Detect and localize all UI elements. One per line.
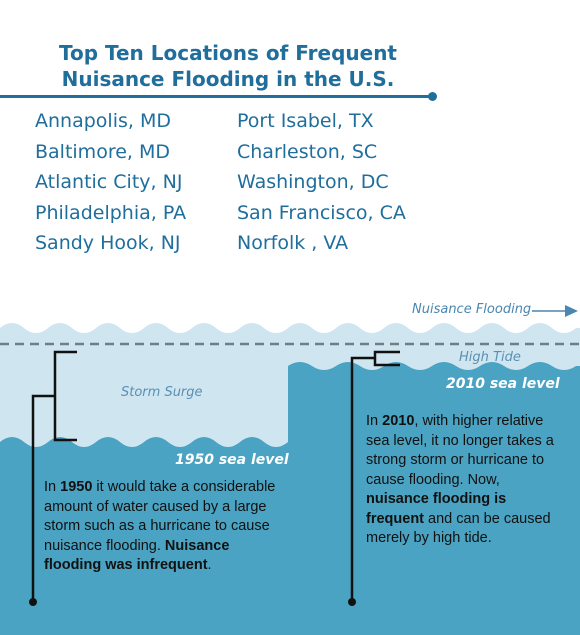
location-item: San Francisco, CA [237,201,406,224]
location-item: Sandy Hook, NJ [35,232,181,254]
title-line-2: Nuisance Flooding in the U.S. [61,67,395,91]
locations-list-right: Port Isabel, TX Charleston, SC Washingto… [237,106,406,259]
water-1950 [0,437,288,635]
para-1950-text: In [44,479,61,495]
para-2010-text: In [366,413,383,429]
para-1950-bold: Nuisance flooding was infrequent [44,537,230,574]
high-tide-label: High Tide [459,350,521,365]
sea-level-illustration [0,305,580,635]
para-2010-text: and can be caused merely by high tide. [366,510,551,547]
location-item: Charleston, SC [237,140,378,163]
para-1950-text: . [207,557,212,573]
location-item: Washington, DC [237,171,389,193]
title-underline [0,95,432,98]
paragraph-1950: In 1950 it would take a considerable amo… [44,478,276,576]
location-item: Port Isabel, TX [237,110,374,132]
location-item: Philadelphia, PA [35,201,187,224]
location-item: Baltimore, MD [35,140,171,163]
nuisance-flooding-label: Nuisance Flooding [412,302,532,317]
bracket-2010 [350,350,400,600]
para-1950-text: it would take a considerable amount of w… [44,479,276,554]
para-2010-bold: nuisance flooding is frequent [366,491,507,527]
title-line-1: Top Ten Locations of Frequent [59,41,397,65]
location-item: Annapolis, MD [35,110,171,132]
page-title: Top Ten Locations of Frequent Nuisance F… [48,40,408,92]
location-item: Norfolk , VA [237,232,349,254]
bracket-1950-dot [29,598,37,606]
sea-level-2010-label: 2010 sea level [446,376,560,392]
arrow-icon [565,305,578,317]
para-1950-bold: 1950 [60,479,93,495]
sea-level-1950-label: 1950 sea level [175,452,289,468]
storm-surge-label: Storm Surge [121,385,203,400]
water-2010 [288,362,580,635]
bracket-1950 [31,350,77,600]
title-underline-dot [428,92,437,101]
locations-list-left: Annapolis, MD Baltimore, MD Atlantic Cit… [35,106,186,259]
bracket-2010-dot [348,598,356,606]
paragraph-2010: In 2010, with higher relative sea level,… [366,412,566,549]
location-item: Atlantic City, NJ [35,171,183,193]
para-2010-text: , with higher relative sea level, it no … [366,413,554,488]
para-2010-bold: 2010 [382,413,415,429]
